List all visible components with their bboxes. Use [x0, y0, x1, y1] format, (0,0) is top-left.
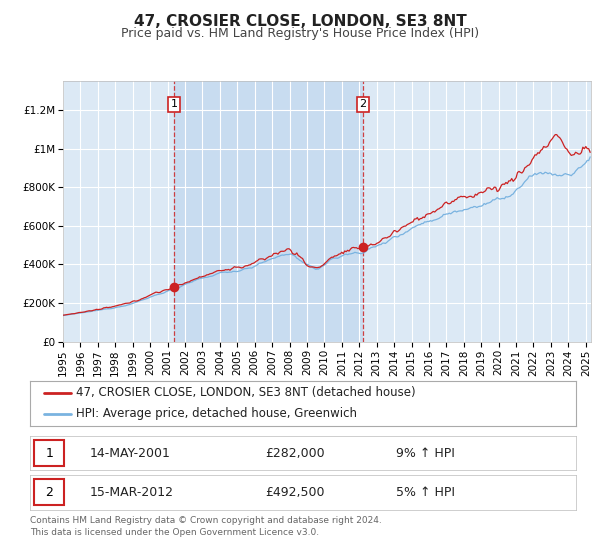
Text: £282,000: £282,000	[265, 446, 325, 460]
Text: 14-MAY-2001: 14-MAY-2001	[90, 446, 171, 460]
Text: 9% ↑ HPI: 9% ↑ HPI	[396, 446, 455, 460]
Text: 47, CROSIER CLOSE, LONDON, SE3 8NT: 47, CROSIER CLOSE, LONDON, SE3 8NT	[134, 14, 466, 29]
Text: Price paid vs. HM Land Registry's House Price Index (HPI): Price paid vs. HM Land Registry's House …	[121, 27, 479, 40]
Text: Contains HM Land Registry data © Crown copyright and database right 2024.
This d: Contains HM Land Registry data © Crown c…	[30, 516, 382, 537]
Bar	[34, 440, 64, 466]
Text: 1: 1	[170, 99, 178, 109]
Text: 2: 2	[359, 99, 367, 109]
Text: 47, CROSIER CLOSE, LONDON, SE3 8NT (detached house): 47, CROSIER CLOSE, LONDON, SE3 8NT (deta…	[76, 386, 416, 399]
Text: £492,500: £492,500	[265, 486, 324, 499]
Text: 1: 1	[45, 446, 53, 460]
Text: 5% ↑ HPI: 5% ↑ HPI	[396, 486, 455, 499]
Text: 2: 2	[45, 486, 53, 499]
Text: 15-MAR-2012: 15-MAR-2012	[90, 486, 174, 499]
Bar	[34, 479, 64, 506]
Bar	[174, 81, 363, 342]
Text: HPI: Average price, detached house, Greenwich: HPI: Average price, detached house, Gree…	[76, 407, 358, 420]
